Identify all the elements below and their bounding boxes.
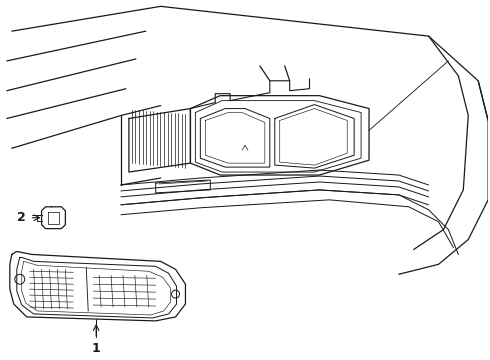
Text: 1: 1 xyxy=(92,342,100,355)
Text: 2: 2 xyxy=(17,211,26,224)
